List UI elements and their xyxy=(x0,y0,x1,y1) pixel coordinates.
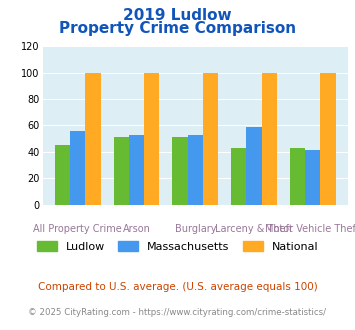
Bar xyxy=(246,127,262,205)
Bar xyxy=(290,148,305,205)
Bar xyxy=(70,131,86,205)
Bar xyxy=(203,73,218,205)
Bar xyxy=(305,150,320,205)
Text: All Property Crime: All Property Crime xyxy=(33,224,122,234)
Text: Property Crime Comparison: Property Crime Comparison xyxy=(59,21,296,36)
Bar xyxy=(231,148,246,205)
Bar xyxy=(188,135,203,205)
Bar xyxy=(86,73,101,205)
Text: 2019 Ludlow: 2019 Ludlow xyxy=(123,8,232,23)
Text: Burglary: Burglary xyxy=(175,224,216,234)
Bar xyxy=(55,145,70,205)
Legend: Ludlow, Massachusetts, National: Ludlow, Massachusetts, National xyxy=(32,237,323,256)
Bar xyxy=(129,135,144,205)
Bar xyxy=(173,137,188,205)
Bar xyxy=(320,73,335,205)
Bar xyxy=(114,137,129,205)
Text: Larceny & Theft: Larceny & Theft xyxy=(215,224,293,234)
Text: Motor Vehicle Theft: Motor Vehicle Theft xyxy=(265,224,355,234)
Text: © 2025 CityRating.com - https://www.cityrating.com/crime-statistics/: © 2025 CityRating.com - https://www.city… xyxy=(28,308,327,316)
Text: Compared to U.S. average. (U.S. average equals 100): Compared to U.S. average. (U.S. average … xyxy=(38,282,317,292)
Text: Arson: Arson xyxy=(122,224,151,234)
Bar xyxy=(144,73,159,205)
Bar xyxy=(262,73,277,205)
